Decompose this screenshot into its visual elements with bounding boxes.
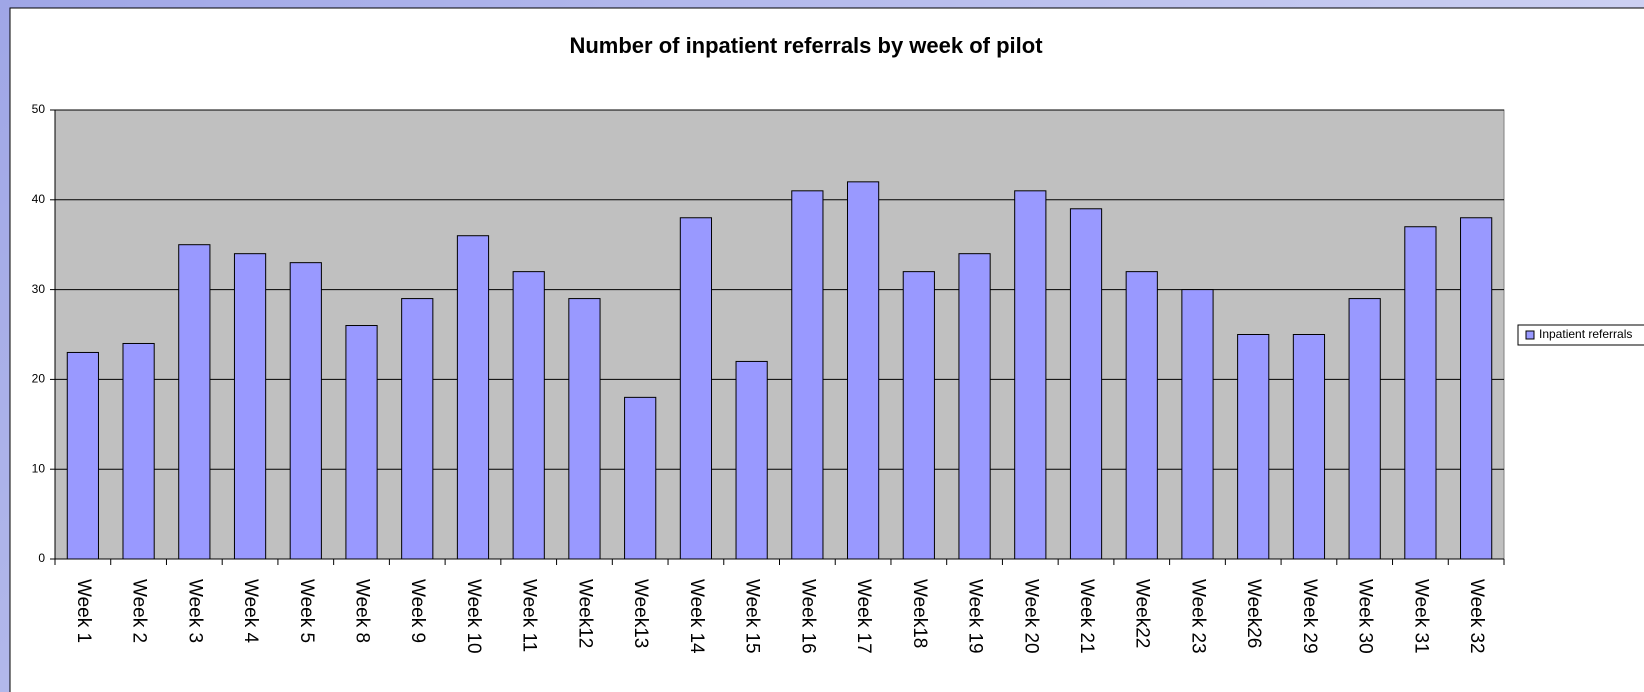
x-tick-label: Week 16 [797, 579, 818, 654]
x-tick-label: Week 23 [1187, 579, 1208, 654]
x-tick-label: Week 19 [965, 579, 986, 654]
legend-label: Inpatient referrals [1539, 327, 1632, 341]
bar [624, 396, 657, 560]
x-tick-label: Week13 [630, 579, 651, 648]
bar [1348, 298, 1381, 560]
x-tick-label: Week 29 [1299, 579, 1320, 654]
y-tick-label: 10 [32, 461, 46, 475]
y-tick-label: 40 [32, 192, 46, 206]
y-tick-label: 50 [32, 102, 46, 116]
bar [456, 235, 490, 560]
bar [512, 271, 545, 560]
bar [401, 298, 434, 560]
bar [1404, 226, 1437, 560]
bar [1237, 334, 1270, 560]
bar [902, 271, 935, 560]
bar [1181, 289, 1214, 560]
bar [345, 325, 378, 560]
x-tick-label: Week 3 [184, 579, 205, 643]
x-tick-label: Week18 [909, 579, 930, 648]
bar [289, 262, 322, 560]
bar [1460, 217, 1493, 560]
x-tick-label: Week22 [1132, 579, 1153, 648]
x-tick-label: Week 14 [686, 579, 707, 654]
legend-box [1517, 324, 1644, 346]
bar [1125, 271, 1158, 560]
bar [735, 360, 768, 560]
y-tick-label: 30 [32, 282, 46, 296]
x-tick-label: Week 11 [519, 579, 540, 652]
x-tick-label: Week 31 [1410, 579, 1431, 654]
x-tick-label: Week 8 [352, 579, 373, 643]
bar [846, 181, 880, 560]
x-tick-label: Week 15 [742, 579, 763, 654]
bar [122, 342, 155, 560]
x-tick-label: Week 1 [73, 579, 94, 643]
y-tick-label: 0 [38, 551, 45, 565]
x-tick-label: Week 20 [1020, 579, 1041, 654]
x-tick-label: Week 10 [463, 579, 484, 654]
bar [791, 190, 824, 560]
x-tick-label: Week12 [574, 579, 595, 648]
bar [1014, 190, 1047, 560]
x-tick-label: Week26 [1243, 579, 1264, 648]
bar [679, 217, 713, 560]
bar [1292, 334, 1326, 560]
bar [178, 244, 211, 560]
x-tick-label: Week 30 [1355, 579, 1376, 654]
x-tick-label: Week 4 [240, 579, 261, 644]
x-tick-label: Week 9 [407, 579, 428, 643]
x-tick-label: Week 21 [1076, 579, 1097, 654]
bar [66, 351, 99, 560]
bar [233, 253, 267, 560]
bar [958, 253, 991, 560]
bar [1069, 208, 1103, 560]
x-tick-label: Week 17 [853, 579, 874, 654]
bar [568, 298, 601, 560]
legend-swatch [1525, 330, 1535, 340]
chart-title: Number of inpatient referrals by week of… [569, 33, 1043, 58]
x-tick-label: Week 2 [129, 579, 150, 643]
x-tick-label: Week 32 [1466, 579, 1487, 654]
x-tick-label: Week 5 [296, 579, 317, 643]
plot-area [54, 109, 1505, 560]
y-tick-label: 20 [32, 372, 46, 386]
